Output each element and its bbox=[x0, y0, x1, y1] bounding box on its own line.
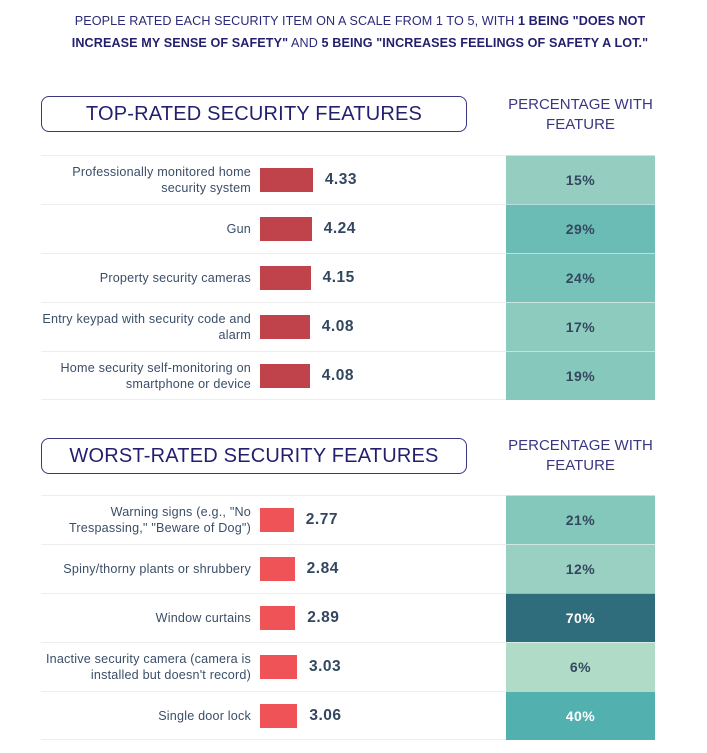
rating-value: 2.89 bbox=[307, 609, 340, 626]
rating-value: 4.15 bbox=[322, 269, 355, 286]
top-rated-column-header: PERCENTAGE WITH FEATURE bbox=[508, 96, 653, 133]
rating-value: 2.77 bbox=[305, 511, 338, 528]
row-label: Single door lock bbox=[158, 709, 251, 723]
rating-bar bbox=[260, 606, 296, 630]
rating-bar bbox=[260, 557, 295, 581]
table-row: Window curtains 2.89 70% bbox=[41, 593, 655, 642]
rating-bar bbox=[260, 266, 311, 290]
percentage-cell: 40% bbox=[506, 691, 655, 740]
rating-bar bbox=[260, 315, 310, 339]
rating-value: 4.24 bbox=[323, 220, 356, 237]
worst-rated-column-header: PERCENTAGE WITH FEATURE bbox=[508, 437, 653, 474]
top-rated-table: Professionally monitored home security s… bbox=[41, 155, 655, 400]
intro-part2: AND bbox=[288, 36, 322, 50]
table-row: Entry keypad with security code and alar… bbox=[41, 302, 655, 351]
row-label: Property security cameras bbox=[99, 271, 251, 285]
rating-value: 3.03 bbox=[308, 658, 342, 675]
table-row: Spiny/thorny plants or shrubbery 2.84 12% bbox=[41, 544, 655, 593]
percentage-cell: 70% bbox=[506, 593, 655, 642]
row-label: Entry keypad with security code and alar… bbox=[42, 312, 251, 342]
rating-bar bbox=[260, 364, 310, 388]
row-label: Home security self-monitoring on smartph… bbox=[60, 361, 251, 391]
worst-rated-table: Warning signs (e.g., "No Trespassing," "… bbox=[41, 495, 655, 740]
rating-bar bbox=[260, 168, 313, 192]
table-row: Gun 4.24 29% bbox=[41, 204, 655, 253]
percentage-cell: 19% bbox=[506, 351, 655, 400]
rating-bar bbox=[260, 508, 294, 532]
percentage-cell: 29% bbox=[506, 204, 655, 253]
row-label: Warning signs (e.g., "No Trespassing," "… bbox=[68, 505, 251, 535]
percentage-cell: 12% bbox=[506, 544, 655, 593]
table-row: Professionally monitored home security s… bbox=[41, 155, 655, 204]
rating-value: 4.08 bbox=[321, 367, 354, 384]
top-rated-title: TOP-RATED SECURITY FEATURES bbox=[41, 96, 467, 132]
intro-text: PEOPLE RATED EACH SECURITY ITEM ON A SCA… bbox=[60, 10, 660, 54]
row-label: Spiny/thorny plants or shrubbery bbox=[63, 562, 251, 576]
intro-part1: PEOPLE RATED EACH SECURITY ITEM ON A SCA… bbox=[74, 14, 518, 28]
table-row: Warning signs (e.g., "No Trespassing," "… bbox=[41, 495, 655, 544]
percentage-cell: 15% bbox=[506, 155, 655, 204]
row-label: Window curtains bbox=[155, 611, 251, 625]
percentage-cell: 24% bbox=[506, 253, 655, 302]
rating-value: 2.84 bbox=[306, 560, 339, 577]
row-label: Gun bbox=[226, 222, 251, 236]
table-row: Property security cameras 4.15 24% bbox=[41, 253, 655, 302]
table-row: Single door lock 3.06 40% bbox=[41, 691, 655, 740]
rating-value: 3.06 bbox=[309, 707, 342, 724]
table-row: Inactive security camera (camera is inst… bbox=[41, 642, 655, 691]
rating-bar bbox=[260, 655, 297, 679]
rating-bar bbox=[260, 704, 298, 728]
rating-value: 4.08 bbox=[321, 318, 354, 335]
row-label: Inactive security camera (camera is inst… bbox=[45, 652, 251, 682]
percentage-cell: 21% bbox=[506, 495, 655, 544]
intro-bold1: 1 BEING "DOES NOT INCREASE MY SENSE OF S… bbox=[71, 14, 646, 50]
table-row: Home security self-monitoring on smartph… bbox=[41, 351, 655, 400]
worst-rated-title: WORST-RATED SECURITY FEATURES bbox=[41, 438, 467, 474]
rating-bar bbox=[260, 217, 312, 241]
percentage-cell: 6% bbox=[506, 642, 655, 691]
intro-bold2: 5 BEING "INCREASES FEELINGS OF SAFETY A … bbox=[321, 36, 649, 50]
rating-value: 4.33 bbox=[324, 171, 357, 188]
row-label: Professionally monitored home security s… bbox=[72, 165, 251, 195]
percentage-cell: 17% bbox=[506, 302, 655, 351]
